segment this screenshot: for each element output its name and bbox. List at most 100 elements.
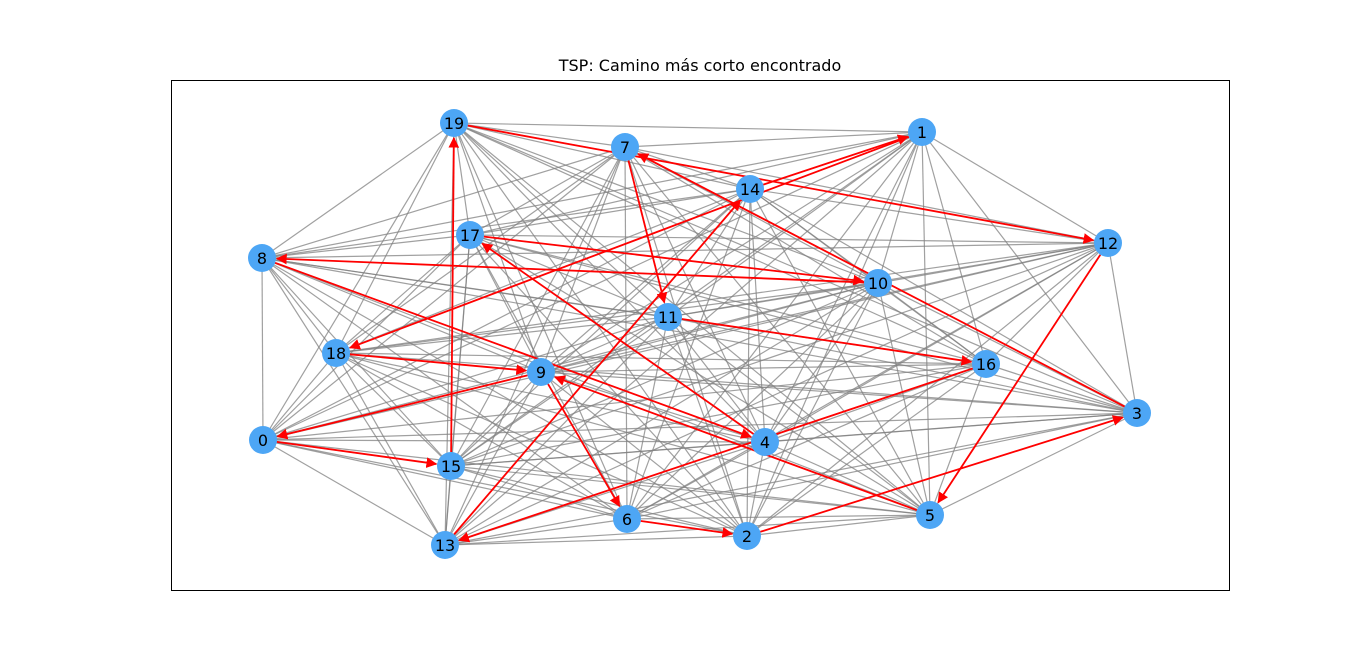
node-label-5: 5 bbox=[925, 506, 935, 525]
graph-edge-12-15 bbox=[450, 242, 1109, 467]
node-19: 19 bbox=[440, 109, 468, 137]
graph-edge-1-10 bbox=[877, 131, 923, 284]
graph-edge-3-14 bbox=[749, 188, 1138, 414]
graph-edge-5-18 bbox=[335, 352, 931, 516]
graph-edge-0-17 bbox=[262, 234, 471, 441]
graph-edge-2-16 bbox=[746, 363, 987, 537]
graph-edge-18-19 bbox=[335, 122, 455, 354]
graph-edge-5-19 bbox=[453, 122, 931, 516]
graph-edge-14-17 bbox=[469, 188, 751, 236]
graph-edge-4-5 bbox=[764, 441, 931, 516]
graph-edge-10-13 bbox=[444, 282, 879, 546]
graph-edge-0-2 bbox=[262, 439, 748, 537]
graph-edge-1-15 bbox=[450, 131, 923, 467]
path-edge-11-16 bbox=[681, 318, 973, 366]
node-label-2: 2 bbox=[742, 527, 752, 546]
path-edge-15-19 bbox=[448, 136, 460, 453]
graph-edge-11-13 bbox=[444, 316, 669, 546]
node-circle-0 bbox=[249, 426, 277, 454]
graph-edge-17-19 bbox=[453, 122, 471, 236]
graph-edge-1-11 bbox=[667, 131, 923, 318]
graph-edge-15-16 bbox=[450, 363, 987, 467]
graph-edge-5-6 bbox=[626, 514, 931, 520]
graph-edge-0-7 bbox=[262, 146, 626, 441]
node-circle-9 bbox=[527, 358, 555, 386]
graph-edge-12-17 bbox=[469, 234, 1109, 244]
graph-edge-1-3 bbox=[921, 131, 1138, 414]
node-circle-12 bbox=[1094, 229, 1122, 257]
graph-edge-0-10 bbox=[262, 282, 879, 441]
graph-edge-2-4 bbox=[746, 441, 766, 537]
node-10: 10 bbox=[864, 269, 892, 297]
node-15: 15 bbox=[437, 452, 465, 480]
figure-title: TSP: Camino más corto encontrado bbox=[558, 56, 842, 75]
graph-edge-15-17 bbox=[450, 234, 471, 467]
node-label-15: 15 bbox=[441, 457, 461, 476]
node-label-14: 14 bbox=[740, 180, 760, 199]
graph-edge-1-9 bbox=[540, 131, 923, 373]
node-7: 7 bbox=[611, 133, 639, 161]
graph-edge-4-10 bbox=[764, 282, 879, 443]
node-label-1: 1 bbox=[917, 123, 927, 142]
path-edge-4-17 bbox=[481, 242, 755, 435]
graph-edge-6-12 bbox=[626, 242, 1109, 520]
graph-edge-2-15 bbox=[450, 465, 748, 537]
node-label-4: 4 bbox=[760, 433, 770, 452]
graph-edge-1-19 bbox=[453, 122, 923, 133]
node-label-12: 12 bbox=[1098, 234, 1118, 253]
node-circle-7 bbox=[611, 133, 639, 161]
graph-edge-1-2 bbox=[746, 131, 923, 537]
path-edge-10-8 bbox=[275, 253, 865, 284]
graph-edge-7-12 bbox=[624, 146, 1109, 244]
graph-edge-1-16 bbox=[921, 131, 987, 365]
node-3: 3 bbox=[1123, 399, 1151, 427]
graph-edge-6-16 bbox=[626, 363, 987, 520]
node-label-9: 9 bbox=[536, 363, 546, 382]
graph-edge-10-15 bbox=[450, 282, 879, 467]
node-label-6: 6 bbox=[622, 510, 632, 529]
graph-edge-5-17 bbox=[469, 234, 931, 516]
node-circle-11 bbox=[654, 303, 682, 331]
graph-edge-2-10 bbox=[746, 282, 879, 537]
graph-edge-7-13 bbox=[444, 146, 626, 546]
node-2: 2 bbox=[733, 522, 761, 550]
graph-edge-9-15 bbox=[450, 371, 542, 467]
node-circle-19 bbox=[440, 109, 468, 137]
graph-edge-9-19 bbox=[453, 122, 542, 373]
path-edge-9-6 bbox=[547, 383, 621, 507]
node-17: 17 bbox=[456, 221, 484, 249]
node-8: 8 bbox=[248, 244, 276, 272]
graph-edge-1-8 bbox=[261, 131, 923, 259]
graph-edge-7-8 bbox=[261, 146, 626, 259]
plot-frame bbox=[171, 80, 1230, 591]
graph-edge-2-11 bbox=[667, 316, 748, 537]
node-18: 18 bbox=[322, 339, 350, 367]
graph-edge-16-19 bbox=[453, 122, 987, 365]
path-edge-13-14 bbox=[453, 199, 741, 535]
graph-edge-0-4 bbox=[262, 439, 766, 443]
node-label-11: 11 bbox=[658, 308, 678, 327]
node-circle-10 bbox=[864, 269, 892, 297]
node-label-3: 3 bbox=[1132, 404, 1142, 423]
graph-edge-6-15 bbox=[450, 465, 628, 520]
node-6: 6 bbox=[613, 505, 641, 533]
graph-edge-6-18 bbox=[335, 352, 628, 520]
graph-edge-3-6 bbox=[626, 412, 1138, 520]
graph-edge-3-17 bbox=[469, 234, 1138, 414]
node-1: 1 bbox=[908, 118, 936, 146]
graph-edge-7-17 bbox=[469, 146, 626, 236]
node-13: 13 bbox=[431, 531, 459, 559]
graph-edge-1-13 bbox=[444, 131, 923, 546]
node-circle-13 bbox=[431, 531, 459, 559]
graph-edge-4-9 bbox=[540, 371, 766, 443]
node-circle-17 bbox=[456, 221, 484, 249]
graph-edge-4-11 bbox=[667, 316, 766, 443]
node-12: 12 bbox=[1094, 229, 1122, 257]
node-label-7: 7 bbox=[620, 138, 630, 157]
node-circle-16 bbox=[972, 350, 1000, 378]
graph-edge-2-19 bbox=[453, 122, 748, 537]
node-14: 14 bbox=[736, 175, 764, 203]
node-circle-8 bbox=[248, 244, 276, 272]
